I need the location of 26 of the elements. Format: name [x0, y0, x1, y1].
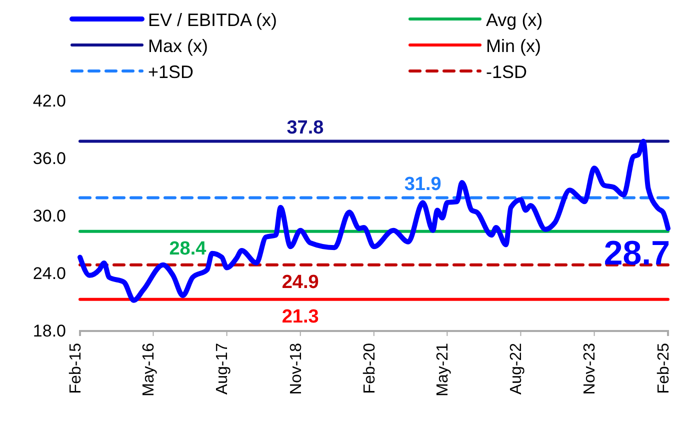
legend-label: Max (x)	[148, 36, 208, 56]
x-tick-label: Nov-18	[288, 342, 305, 395]
x-tick-label: May-21	[434, 342, 452, 396]
legend-label: Avg (x)	[486, 10, 543, 30]
data-label: 28.7	[604, 234, 670, 272]
y-tick-label: 30.0	[32, 206, 66, 226]
annotation: 21.3	[282, 306, 319, 328]
y-tick-label: 18.0	[32, 321, 66, 340]
y-tick-label: 42.0	[32, 91, 66, 110]
x-tick-label: Aug-17	[214, 342, 232, 395]
y-tick-label: 36.0	[32, 148, 66, 168]
x-tick-label: Feb-20	[361, 342, 378, 394]
x-tick-label: Nov-23	[582, 342, 599, 395]
legend-label: EV / EBITDA (x)	[148, 10, 278, 30]
y-tick-label: 24.0	[32, 264, 66, 283]
annotation: 24.9	[282, 272, 319, 293]
x-tick-label: Aug-22	[508, 342, 526, 395]
x-tick-label: May-16	[140, 342, 158, 396]
annotation: 31.9	[404, 174, 442, 195]
annotation: 28.4	[169, 238, 207, 260]
annotation: 37.8	[286, 117, 324, 138]
legend-label: -1SD	[486, 62, 528, 82]
legend-label: +1SD	[148, 62, 194, 82]
x-tick-label: Feb-25	[655, 342, 672, 394]
legend-label: Min (x)	[486, 36, 541, 56]
x-tick-label: Feb-15	[67, 342, 84, 394]
